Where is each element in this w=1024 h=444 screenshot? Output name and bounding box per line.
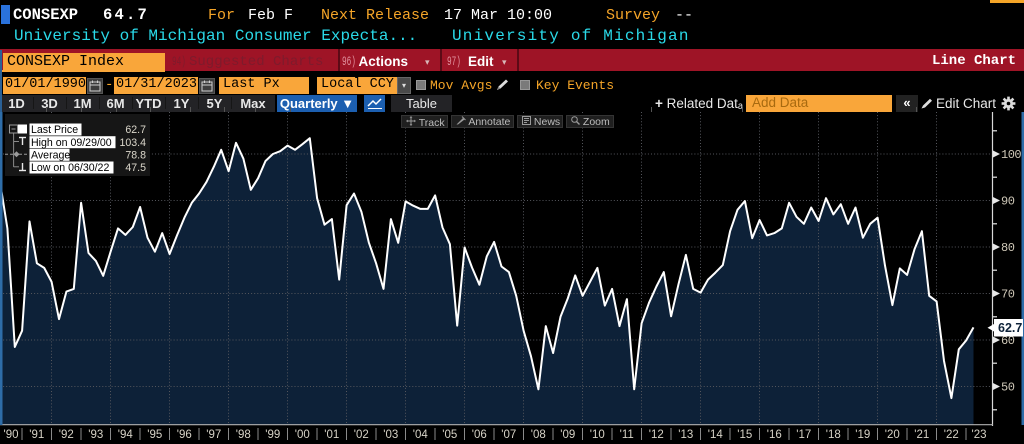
svg-text:62.7: 62.7 <box>125 124 146 136</box>
svg-text:Last Price: Last Price <box>31 124 78 136</box>
svg-text:'19: '19 <box>855 429 870 441</box>
svg-text:62.7: 62.7 <box>998 321 1022 335</box>
svg-text:Low on 06/30/22: Low on 06/30/22 <box>31 162 109 174</box>
svg-text:'12: '12 <box>649 429 664 441</box>
svg-text:High on 09/29/00: High on 09/29/00 <box>31 137 112 149</box>
svg-text:'10: '10 <box>590 429 605 441</box>
svg-text:'00: '00 <box>295 429 310 441</box>
svg-text:'16: '16 <box>767 429 782 441</box>
svg-text:78.8: 78.8 <box>125 149 146 161</box>
svg-text:'08: '08 <box>531 429 546 441</box>
svg-text:'92: '92 <box>59 429 74 441</box>
svg-text:'23: '23 <box>972 429 987 441</box>
svg-text:'20: '20 <box>885 429 900 441</box>
svg-text:'21: '21 <box>914 429 929 441</box>
svg-text:'22: '22 <box>944 429 959 441</box>
svg-text:90: 90 <box>1001 195 1015 209</box>
svg-text:'03: '03 <box>383 429 398 441</box>
svg-text:'06: '06 <box>472 429 487 441</box>
svg-text:80: 80 <box>1001 241 1015 255</box>
svg-text:'98: '98 <box>236 429 251 441</box>
svg-text:'09: '09 <box>560 429 575 441</box>
svg-text:60: 60 <box>1001 334 1015 348</box>
svg-text:'17: '17 <box>796 429 811 441</box>
svg-text:'93: '93 <box>88 429 103 441</box>
svg-text:'96: '96 <box>177 429 192 441</box>
svg-text:'02: '02 <box>354 429 369 441</box>
svg-text:'07: '07 <box>501 429 516 441</box>
svg-text:47.5: 47.5 <box>125 162 146 174</box>
svg-text:'15: '15 <box>737 429 752 441</box>
svg-text:'91: '91 <box>29 429 44 441</box>
svg-text:'01: '01 <box>324 429 339 441</box>
svg-text:'99: '99 <box>265 429 280 441</box>
svg-text:100: 100 <box>1001 148 1021 162</box>
svg-text:'94: '94 <box>118 429 134 441</box>
svg-text:'13: '13 <box>678 429 693 441</box>
svg-text:'14: '14 <box>708 429 724 441</box>
svg-text:'95: '95 <box>147 429 162 441</box>
svg-text:'11: '11 <box>620 429 634 441</box>
svg-text:'97: '97 <box>206 429 221 441</box>
svg-text:'05: '05 <box>442 429 457 441</box>
svg-text:Average: Average <box>31 149 70 161</box>
svg-text:70: 70 <box>1001 288 1015 302</box>
svg-text:'18: '18 <box>826 429 841 441</box>
svg-text:103.4: 103.4 <box>119 137 146 149</box>
svg-text:'04: '04 <box>413 429 429 441</box>
svg-text:50: 50 <box>1001 381 1015 395</box>
svg-text:'90: '90 <box>4 429 19 441</box>
